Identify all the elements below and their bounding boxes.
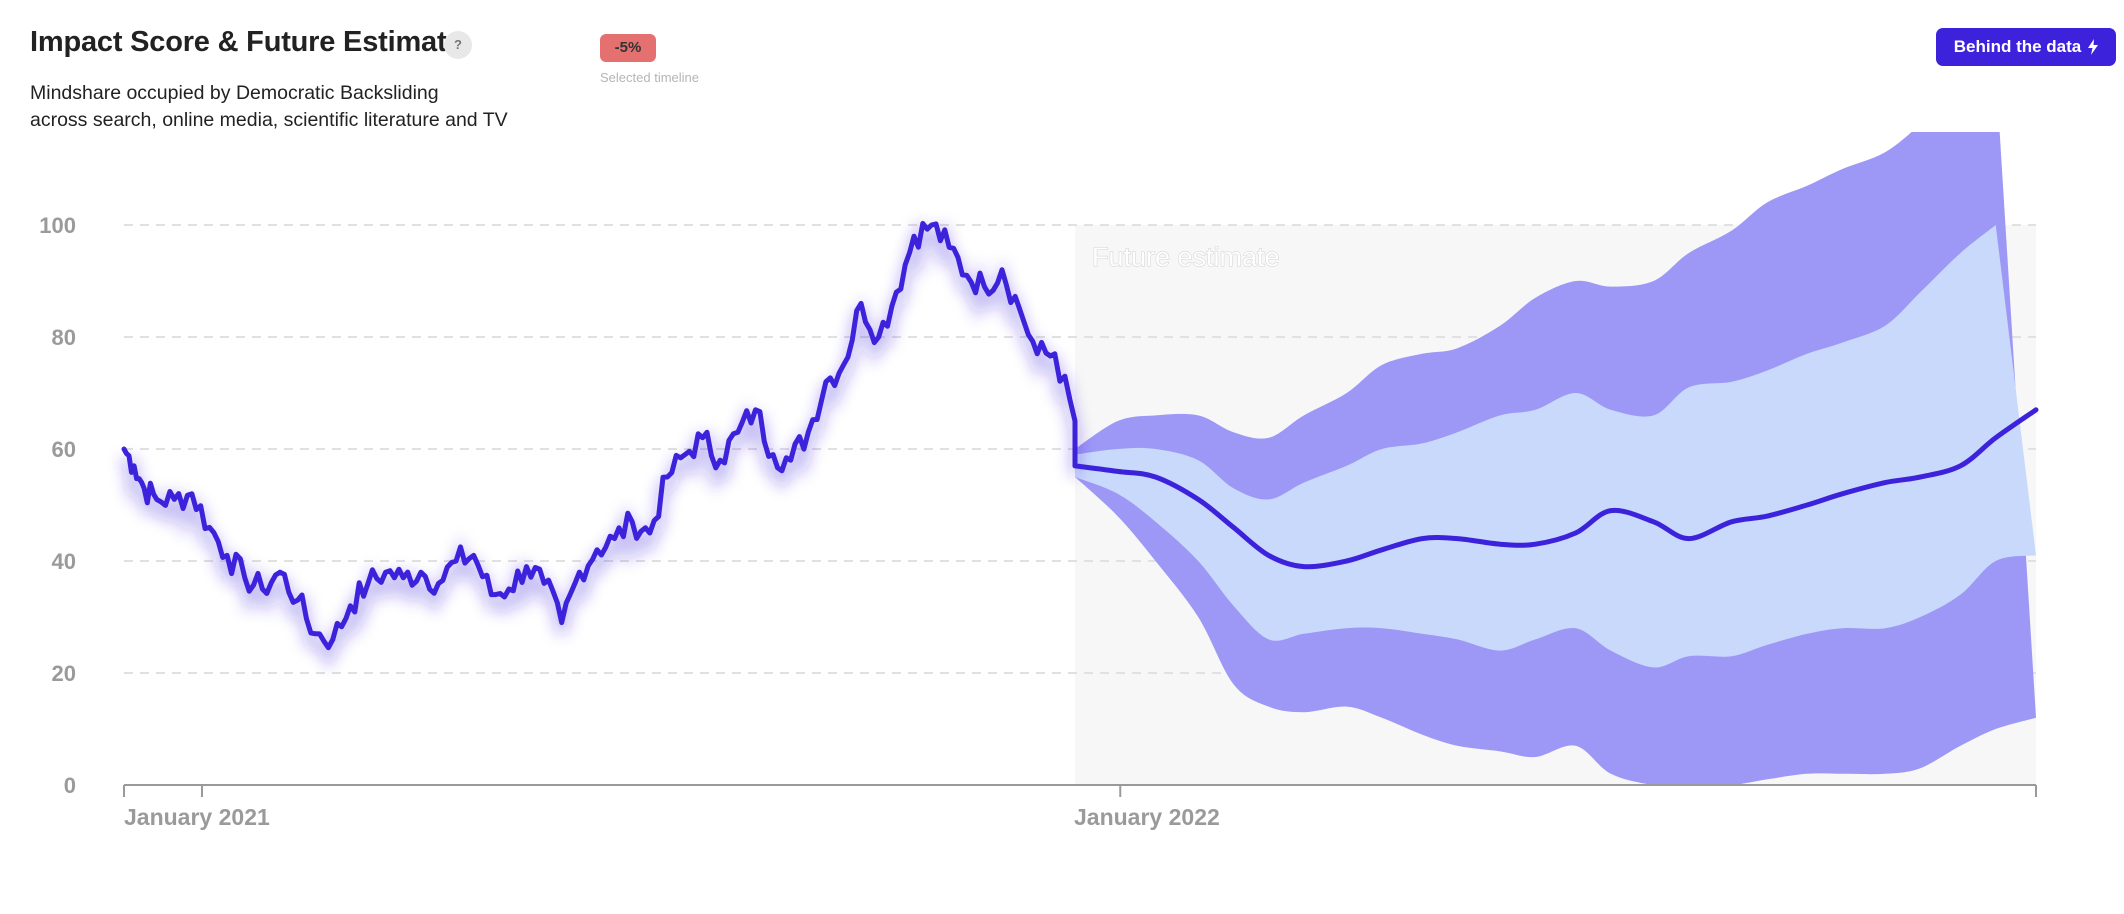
timeline-change-badge: -5%	[600, 34, 656, 62]
lightning-icon	[2088, 39, 2099, 55]
help-icon[interactable]: ?	[444, 31, 472, 59]
behind-the-data-label: Behind the data	[1953, 37, 2082, 56]
x-axis: January 2021 January 2022	[123, 785, 2037, 830]
forecast-line[interactable]	[1072, 407, 2039, 570]
x-tick-label: January 2021	[124, 804, 270, 830]
subtitle-line-2: across search, online media, scientific …	[30, 109, 508, 131]
y-axis: 0 20 40 60 80 100	[39, 213, 76, 798]
history-line[interactable]	[121, 220, 1078, 651]
y-tick-label: 100	[39, 213, 76, 238]
y-tick-label: 20	[52, 661, 76, 686]
timeline-caption: Selected timeline	[600, 70, 699, 85]
forecast-inner-band	[1075, 225, 2036, 668]
y-tick-label: 0	[64, 773, 76, 798]
y-tick-label: 40	[52, 549, 76, 574]
future-estimate-label: Future estimate	[1092, 242, 1280, 272]
y-tick-label: 80	[52, 325, 76, 350]
y-tick-label: 60	[52, 437, 76, 462]
x-tick-label: January 2022	[1074, 804, 1220, 830]
chart-subtitle: Mindshare occupied by Democratic Backsli…	[30, 80, 590, 134]
behind-the-data-button[interactable]: Behind the data	[1936, 28, 2116, 66]
page-title: Impact Score & Future Estimate	[30, 26, 463, 58]
subtitle-line-1: Mindshare occupied by Democratic Backsli…	[30, 82, 439, 104]
history-line-glow	[118, 218, 1081, 670]
